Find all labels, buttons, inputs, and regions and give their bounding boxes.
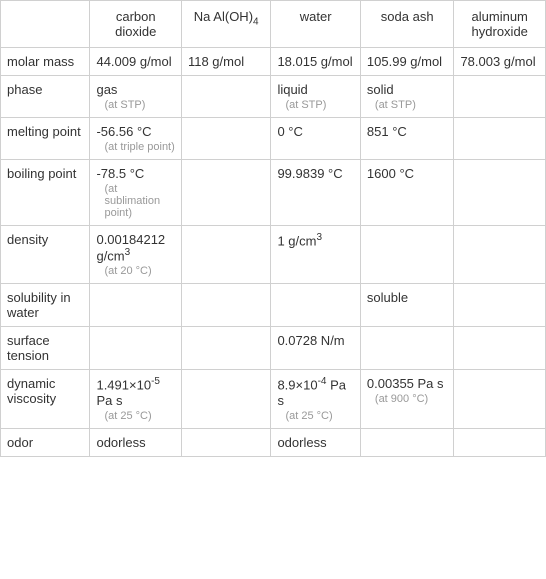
cell-boiling-co2-value: -78.5 °C (96, 166, 175, 181)
cell-phase-naaloh4 (181, 76, 270, 118)
cell-density-co2-pre: 0.00184212 g/cm (96, 232, 165, 263)
cell-solubility-water (271, 284, 360, 327)
cell-phase-co2-note: (at STP) (96, 99, 175, 111)
row-density: density 0.00184212 g/cm3(at 20 °C) 1 g/c… (1, 226, 546, 284)
cell-density-soda (360, 226, 454, 284)
row-solubility: solubility in water soluble (1, 284, 546, 327)
header-aluminum-hydroxide: aluminum hydroxide (454, 1, 546, 48)
cell-molar-mass-co2: 44.009 g/mol (90, 48, 182, 76)
row-molar-mass: molar mass 44.009 g/mol 118 g/mol 18.015… (1, 48, 546, 76)
cell-molar-mass-naaloh4: 118 g/mol (181, 48, 270, 76)
row-phase: phase gas (at STP) liquid (at STP) solid (a… (1, 76, 546, 118)
header-na-aloh4: Na Al(OH)4 (181, 1, 270, 48)
label-odor: odor (1, 428, 90, 456)
cell-viscosity-water-note: (at 25 °C) (277, 410, 353, 422)
cell-surface-co2 (90, 327, 182, 370)
cell-boiling-water: 99.9839 °C (271, 160, 360, 226)
cell-boiling-co2: -78.5 °C (at sublimation point) (90, 160, 182, 226)
cell-phase-water-note: (at STP) (277, 99, 353, 111)
cell-density-water-pre: 1 g/cm (277, 233, 316, 248)
label-phase: phase (1, 76, 90, 118)
cell-viscosity-aloh3 (454, 370, 546, 428)
cell-melting-co2-value: -56.56 °C (96, 124, 175, 139)
cell-surface-soda (360, 327, 454, 370)
label-surface-tension: surface tension (1, 327, 90, 370)
cell-melting-co2-note: (at triple point) (96, 141, 175, 153)
label-boiling-point: boiling point (1, 160, 90, 226)
cell-molar-mass-water: 18.015 g/mol (271, 48, 360, 76)
cell-odor-naaloh4 (181, 428, 270, 456)
properties-table: carbon dioxide Na Al(OH)4 water soda ash… (0, 0, 546, 457)
label-dynamic-viscosity: dynamic viscosity (1, 370, 90, 428)
header-water: water (271, 1, 360, 48)
cell-boiling-naaloh4 (181, 160, 270, 226)
cell-surface-water: 0.0728 N/m (271, 327, 360, 370)
cell-phase-aloh3 (454, 76, 546, 118)
label-density: density (1, 226, 90, 284)
cell-melting-co2: -56.56 °C (at triple point) (90, 118, 182, 160)
row-dynamic-viscosity: dynamic viscosity 1.491×10-5 Pa s (at 25 … (1, 370, 546, 428)
cell-molar-mass-soda: 105.99 g/mol (360, 48, 454, 76)
cell-density-co2: 0.00184212 g/cm3 (at 20 °C) (90, 226, 182, 284)
cell-solubility-naaloh4 (181, 284, 270, 327)
cell-boiling-soda: 1600 °C (360, 160, 454, 226)
cell-viscosity-co2: 1.491×10-5 Pa s (at 25 °C) (90, 370, 182, 428)
cell-viscosity-co2-post: Pa s (96, 393, 122, 408)
header-row: carbon dioxide Na Al(OH)4 water soda ash… (1, 1, 546, 48)
row-melting-point: melting point -56.56 °C (at triple point)… (1, 118, 546, 160)
cell-surface-aloh3 (454, 327, 546, 370)
cell-viscosity-water: 8.9×10-4 Pa s(at 25 °C) (271, 370, 360, 428)
cell-melting-aloh3 (454, 118, 546, 160)
cell-solubility-soda: soluble (360, 284, 454, 327)
cell-melting-soda: 851 °C (360, 118, 454, 160)
cell-phase-co2: gas (at STP) (90, 76, 182, 118)
cell-density-co2-note: (at 20 °C) (96, 265, 175, 277)
header-carbon-dioxide: carbon dioxide (90, 1, 182, 48)
cell-surface-naaloh4 (181, 327, 270, 370)
cell-phase-water-value: liquid (277, 82, 353, 97)
cell-viscosity-co2-note: (at 25 °C) (96, 410, 175, 422)
cell-phase-soda-value: solid (367, 82, 448, 97)
cell-density-naaloh4 (181, 226, 270, 284)
cell-viscosity-water-pre: 8.9×10 (277, 378, 317, 393)
cell-viscosity-soda-value: 0.00355 Pa s (367, 376, 448, 391)
cell-phase-co2-value: gas (96, 82, 175, 97)
header-soda-ash: soda ash (360, 1, 454, 48)
cell-odor-co2: odorless (90, 428, 182, 456)
cell-viscosity-soda: 0.00355 Pa s (at 900 °C) (360, 370, 454, 428)
header-na-aloh4-sub: 4 (253, 17, 259, 28)
cell-phase-soda: solid (at STP) (360, 76, 454, 118)
cell-melting-water: 0 °C (271, 118, 360, 160)
row-surface-tension: surface tension 0.0728 N/m (1, 327, 546, 370)
header-blank (1, 1, 90, 48)
cell-phase-soda-note: (at STP) (367, 99, 448, 111)
cell-boiling-co2-note: (at sublimation point) (96, 183, 175, 219)
cell-density-water-sup: 3 (316, 232, 322, 243)
cell-phase-water: liquid (at STP) (271, 76, 360, 118)
cell-density-aloh3 (454, 226, 546, 284)
cell-density-co2-sup: 3 (125, 247, 131, 258)
label-melting-point: melting point (1, 118, 90, 160)
label-solubility: solubility in water (1, 284, 90, 327)
cell-odor-aloh3 (454, 428, 546, 456)
cell-viscosity-soda-note: (at 900 °C) (367, 393, 448, 405)
cell-density-water: 1 g/cm3 (271, 226, 360, 284)
cell-molar-mass-aloh3: 78.003 g/mol (454, 48, 546, 76)
cell-odor-soda (360, 428, 454, 456)
cell-solubility-aloh3 (454, 284, 546, 327)
cell-viscosity-co2-pre: 1.491×10 (96, 378, 151, 393)
cell-melting-naaloh4 (181, 118, 270, 160)
cell-odor-water: odorless (271, 428, 360, 456)
label-molar-mass: molar mass (1, 48, 90, 76)
cell-boiling-aloh3 (454, 160, 546, 226)
row-odor: odor odorless odorless (1, 428, 546, 456)
cell-viscosity-naaloh4 (181, 370, 270, 428)
cell-solubility-co2 (90, 284, 182, 327)
cell-viscosity-co2-sup: -5 (151, 376, 160, 387)
row-boiling-point: boiling point -78.5 °C (at sublimation po… (1, 160, 546, 226)
header-na-aloh4-text: Na Al(OH) (194, 9, 253, 24)
